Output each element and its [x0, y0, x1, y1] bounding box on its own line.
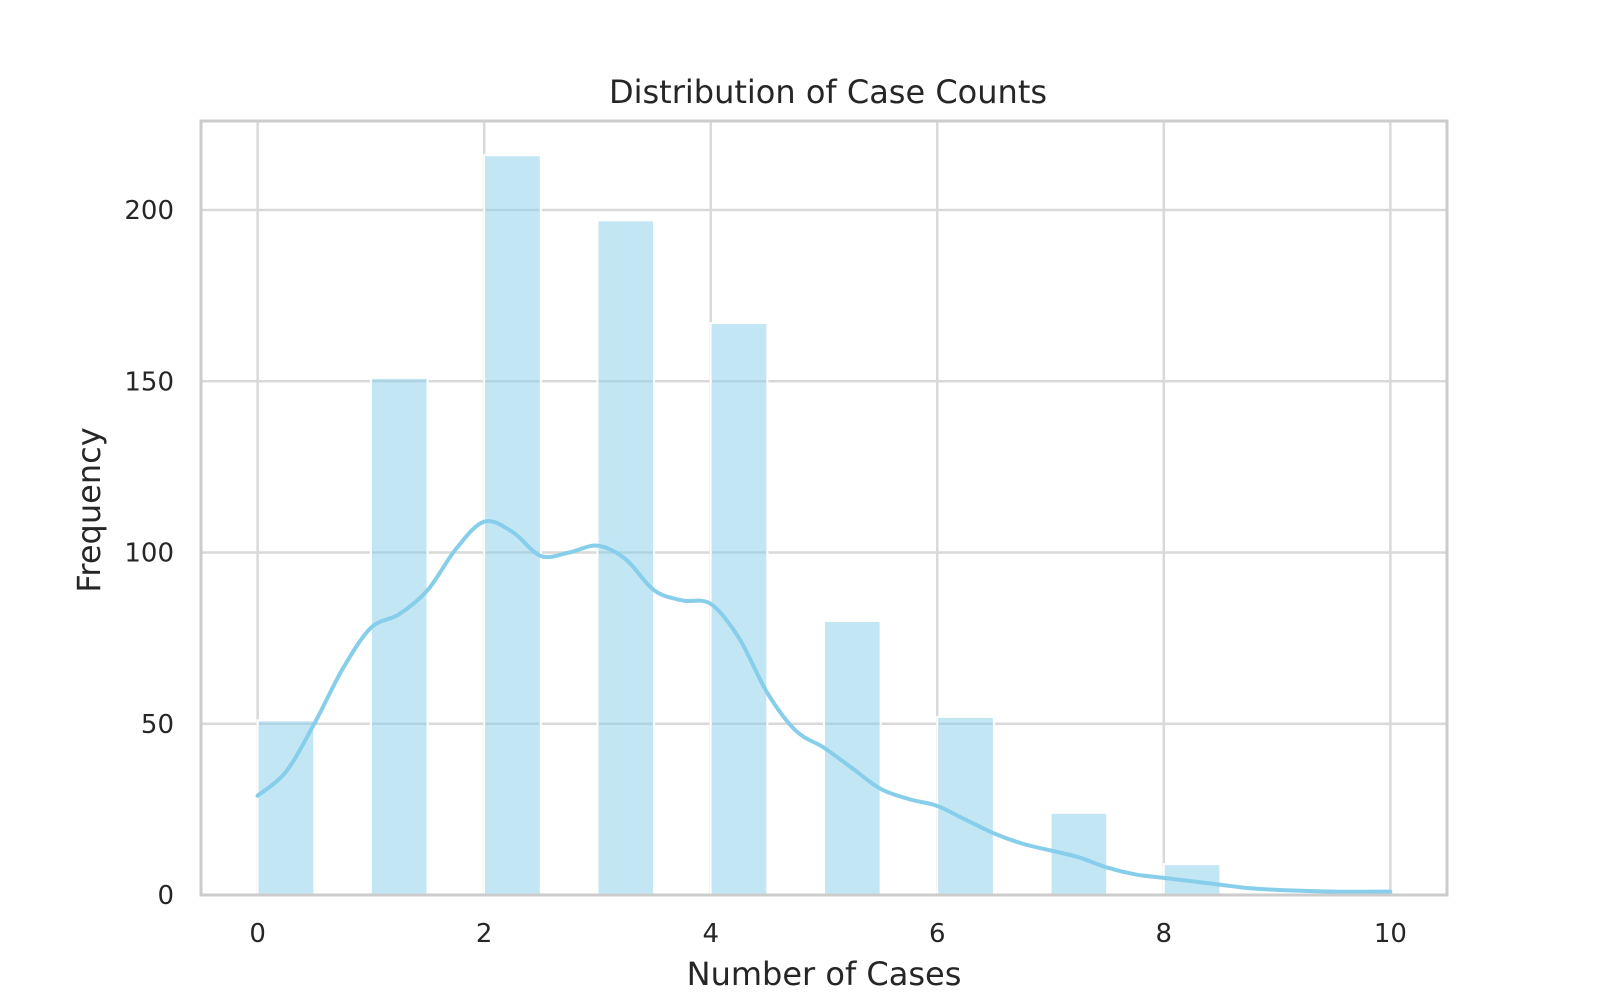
y-tick-label: 50 — [141, 710, 174, 740]
y-tick-label: 100 — [124, 539, 174, 569]
histogram-bar — [369, 376, 429, 896]
histogram-bar — [709, 322, 769, 896]
y-tick-label: 150 — [124, 367, 174, 397]
x-tick-label: 6 — [929, 919, 946, 949]
x-tick-labels: 0 2 4 6 8 10 — [249, 919, 1407, 949]
y-tick-labels: 0 50 100 150 200 — [124, 196, 174, 911]
histogram-bar — [256, 719, 316, 897]
x-tick-label: 2 — [476, 919, 493, 949]
bars-layer — [256, 154, 1222, 897]
y-tick-label: 200 — [124, 196, 174, 226]
kde-layer — [255, 519, 1393, 894]
histogram-bar — [936, 715, 995, 896]
x-tick-label: 0 — [249, 919, 266, 949]
plot-frame — [199, 119, 1449, 897]
y-axis-label: Frequency — [70, 427, 108, 592]
chart-title: Distribution of Case Counts — [609, 73, 1047, 111]
kde-curve — [255, 519, 1393, 894]
x-tick-label: 4 — [702, 919, 719, 949]
histogram-bar — [483, 154, 542, 896]
x-tick-label: 10 — [1374, 919, 1407, 949]
y-tick-label: 0 — [157, 881, 174, 911]
x-tick-label: 8 — [1156, 919, 1173, 949]
x-axis-label: Number of Cases — [687, 955, 962, 993]
histogram-bar — [823, 620, 882, 896]
